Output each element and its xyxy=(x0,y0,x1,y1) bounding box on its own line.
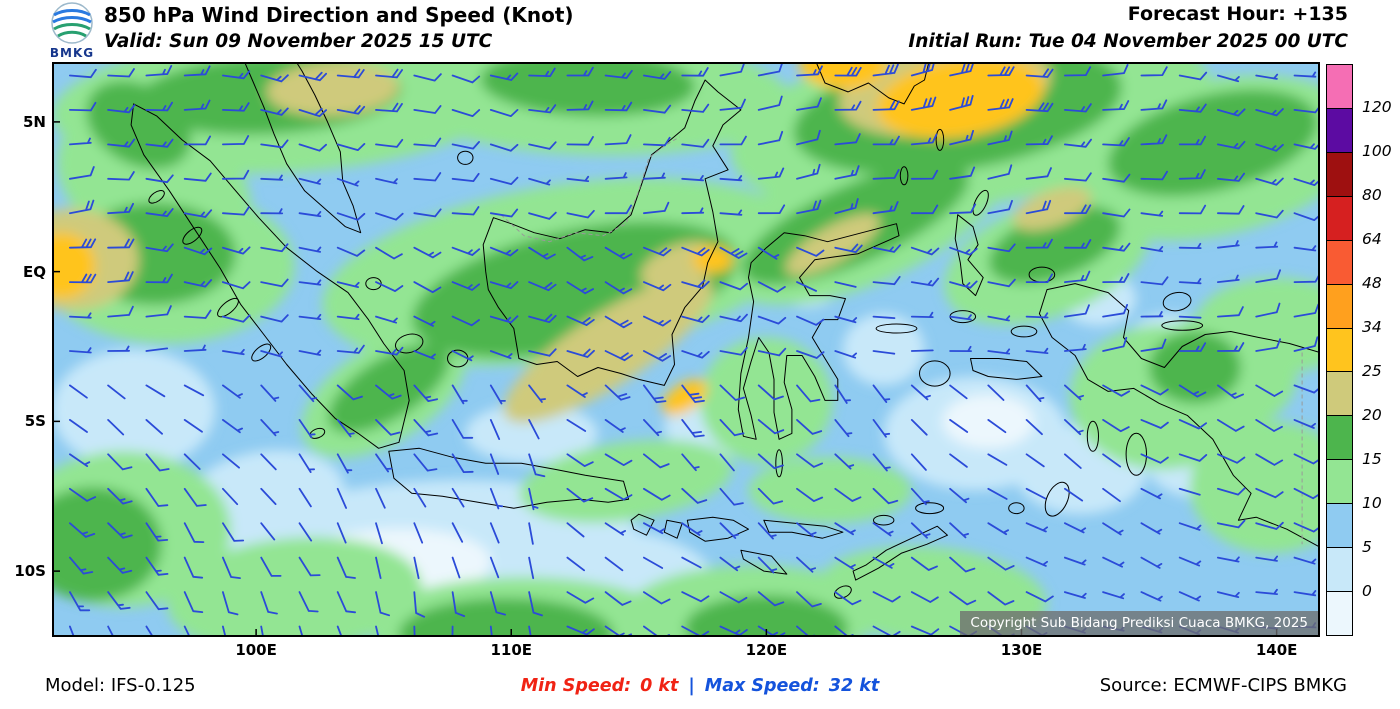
speed-field xyxy=(52,62,1320,637)
initial-run: Initial Run: Tue 04 November 2025 00 UTC xyxy=(908,31,1348,52)
min-speed-value: 0 kt xyxy=(640,676,679,696)
colorbar-label: 15 xyxy=(1362,450,1382,468)
lat-axis-label: 10S xyxy=(14,562,46,581)
colorbar-segment xyxy=(1327,548,1352,593)
wind-barbs xyxy=(69,62,1320,637)
colorbar-segment xyxy=(1327,284,1352,329)
lon-axis-label: 140E xyxy=(1255,641,1298,659)
wind-map-canvas xyxy=(52,62,1320,637)
lat-axis-label: 5S xyxy=(24,412,46,431)
lon-axis-label: 110E xyxy=(490,641,533,659)
max-speed-value: 32 kt xyxy=(828,676,880,696)
page-title: 850 hPa Wind Direction and Speed (Knot) xyxy=(104,3,574,27)
colorbar-segment xyxy=(1327,240,1352,285)
minmax-speed-line: Min Speed: 0 kt | Max Speed: 32 kt xyxy=(0,676,1400,696)
colorbar-label: 48 xyxy=(1362,274,1382,292)
map-border xyxy=(52,62,1320,637)
colorbar-segment xyxy=(1327,460,1352,505)
colorbar-label: 25 xyxy=(1362,362,1382,380)
map-area: Copyright Sub Bidang Prediksi Cuaca BMKG… xyxy=(52,62,1320,637)
model-label: Model: IFS-0.125 xyxy=(45,675,196,696)
bmkg-logo-icon xyxy=(51,2,93,44)
colorbar-label: 0 xyxy=(1362,582,1372,600)
min-speed-label: Min Speed: xyxy=(520,676,632,696)
colorbar-segment xyxy=(1327,65,1352,109)
lon-axis-label: 130E xyxy=(1000,641,1043,659)
source-label: Source: ECMWF-CIPS BMKG xyxy=(1099,675,1347,696)
colorbar-segment xyxy=(1327,196,1352,241)
forecast-hour: Forecast Hour: +135 xyxy=(1127,3,1348,25)
copyright-overlay: Copyright Sub Bidang Prediksi Cuaca BMKG… xyxy=(960,611,1318,635)
colorbar-segment xyxy=(1327,152,1352,197)
colorbar-label: 120 xyxy=(1362,98,1392,116)
colorbar-segment xyxy=(1327,328,1352,373)
colorbar-segment xyxy=(1327,372,1352,417)
speed-colorbar xyxy=(1326,64,1353,636)
minmax-divider: | xyxy=(688,676,695,696)
admin-boundaries xyxy=(500,136,1303,545)
lat-axis-label: 5N xyxy=(23,112,46,131)
colorbar-label: 10 xyxy=(1362,494,1382,512)
colorbar-label: 100 xyxy=(1362,142,1392,160)
max-speed-label: Max Speed: xyxy=(704,676,820,696)
valid-datetime: Valid: Sun 09 November 2025 15 UTC xyxy=(104,31,493,52)
bmkg-logo-label: BMKG xyxy=(49,46,95,60)
colorbar-segment xyxy=(1327,108,1352,153)
colorbar-label: 64 xyxy=(1362,230,1382,248)
bmkg-logo: BMKG xyxy=(44,1,100,60)
colorbar-label: 34 xyxy=(1362,318,1382,336)
coastlines xyxy=(130,62,1320,599)
lat-axis-label: EQ xyxy=(23,262,46,281)
colorbar-label: 20 xyxy=(1362,406,1382,424)
colorbar-segment xyxy=(1327,504,1352,549)
colorbar-label: 80 xyxy=(1362,186,1382,204)
lon-axis-label: 120E xyxy=(745,641,788,659)
colorbar-label: 5 xyxy=(1362,538,1372,556)
colorbar-segment xyxy=(1327,592,1352,635)
colorbar-segment xyxy=(1327,416,1352,461)
lon-axis-label: 100E xyxy=(235,641,277,659)
